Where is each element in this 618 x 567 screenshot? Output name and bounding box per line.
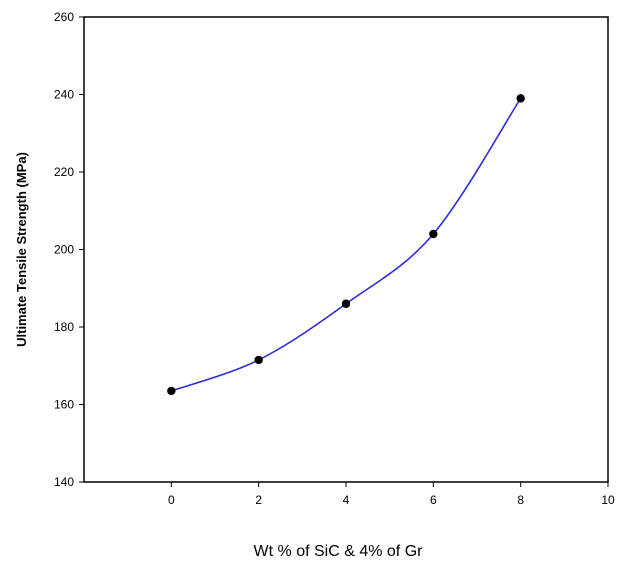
data-point bbox=[341, 299, 351, 308]
y-tick-label: 260 bbox=[54, 10, 74, 24]
data-point bbox=[254, 355, 263, 365]
series-line bbox=[171, 97, 522, 392]
x-tick-label: 10 bbox=[601, 493, 615, 507]
x-axis-label: Wt % of SiC & 4% of Gr bbox=[254, 543, 424, 560]
data-point bbox=[167, 386, 176, 396]
x-tick-label: 8 bbox=[517, 493, 524, 507]
y-tick-label: 240 bbox=[54, 88, 74, 102]
plot-frame-group bbox=[83, 16, 609, 483]
x-tick-label: 6 bbox=[430, 493, 437, 507]
y-tick-label: 200 bbox=[54, 243, 74, 257]
y-tick-label: 160 bbox=[54, 398, 74, 412]
x-tick-label: 4 bbox=[343, 493, 350, 507]
data-point bbox=[516, 94, 525, 103]
series-group bbox=[167, 94, 525, 396]
data-point bbox=[429, 229, 438, 239]
x-tick-label: 2 bbox=[255, 493, 262, 507]
y-tick-label: 140 bbox=[54, 475, 74, 489]
plot-area-frame bbox=[83, 16, 609, 483]
y-axis-ticks: 140 160 180 200 220 240 260 bbox=[54, 10, 84, 489]
y-tick-label: 220 bbox=[54, 165, 74, 179]
y-axis-label: Ultimate Tensile Strength (MPa) bbox=[14, 152, 29, 347]
x-tick-label: 0 bbox=[168, 493, 175, 507]
x-axis-ticks: 0 2 4 6 8 10 bbox=[168, 482, 615, 507]
y-tick-label: 180 bbox=[54, 320, 74, 334]
